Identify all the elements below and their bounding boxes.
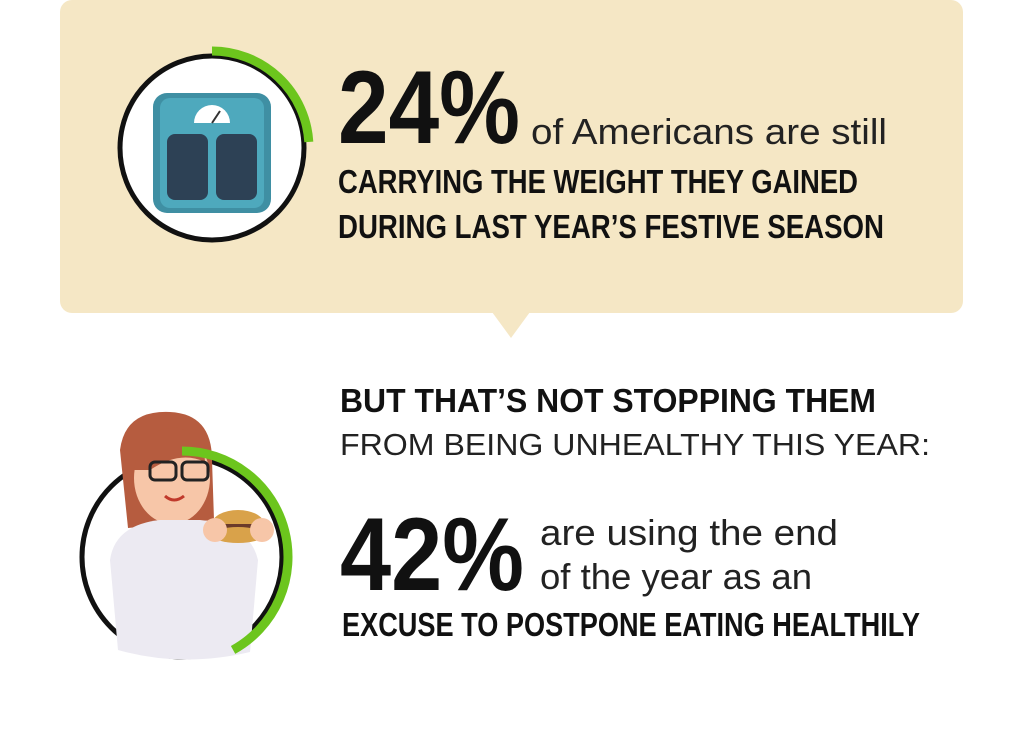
stat-lead: are using the end bbox=[540, 512, 838, 553]
callout-box bbox=[60, 0, 963, 313]
progress-arc bbox=[211, 46, 314, 143]
stat-lead: of the year as an bbox=[540, 556, 812, 597]
stat-text: DURING LAST YEAR’S FESTIVE SEASON bbox=[338, 208, 884, 245]
stat-value: 24% bbox=[338, 50, 520, 166]
stat-text: CARRYING THE WEIGHT THEY GAINED bbox=[338, 163, 858, 200]
transition-subline: FROM BEING UNHEALTHY THIS YEAR: bbox=[340, 427, 930, 462]
callout-pointer bbox=[492, 312, 530, 338]
woman-icon bbox=[110, 411, 274, 660]
stat-lead: of Americans are still bbox=[531, 111, 887, 152]
scale-icon bbox=[153, 93, 271, 213]
progress-arc bbox=[181, 446, 293, 654]
stat-text: EXCUSE TO POSTPONE EATING HEALTHILY bbox=[342, 606, 920, 643]
transition-headline: BUT THAT’S NOT STOPPING THEM bbox=[340, 382, 876, 419]
stat-value: 42% bbox=[340, 497, 524, 613]
